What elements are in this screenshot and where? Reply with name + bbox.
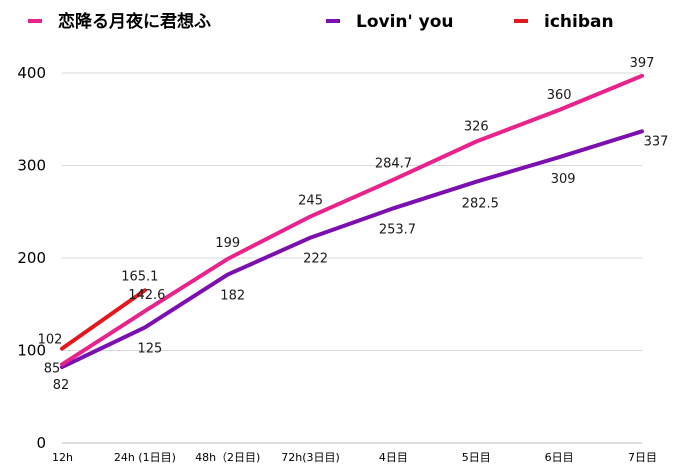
y-tick-label: 400 (17, 64, 46, 82)
x-tick-label: 5日目 (462, 451, 491, 464)
data-label: 360 (547, 88, 572, 103)
y-tick-label: 0 (36, 434, 46, 452)
legend-label-0: 恋降る月夜に君想ふ (58, 11, 211, 32)
data-labels: 85 142.6 199 245 284.7 326 360 397 82 125 182 222 25… (38, 56, 669, 393)
data-label: 82 (53, 378, 70, 393)
data-label: 337 (644, 134, 669, 149)
data-label: 222 (303, 252, 328, 267)
x-tick-label: 7日目 (628, 451, 657, 464)
x-tick-label: 4日目 (379, 451, 408, 464)
gridlines (62, 72, 642, 444)
series-line-1 (60, 129, 644, 370)
data-label: 165.1 (121, 269, 158, 284)
data-label: 199 (215, 236, 240, 251)
series-lines (60, 73, 644, 370)
data-label: 397 (630, 56, 655, 71)
data-label: 253.7 (379, 222, 416, 237)
x-axis: 12h 24h (1日目) 48h（2日目) 72h(3日目) 4日目 5日目 6日目 7日目 (52, 451, 657, 464)
series-line-0 (60, 73, 644, 367)
y-tick-label: 200 (17, 249, 46, 267)
data-label: 245 (298, 193, 323, 208)
data-label: 326 (464, 119, 489, 134)
data-label: 85 (44, 361, 61, 376)
series-line-2 (60, 288, 147, 351)
data-label: 142.6 (128, 288, 165, 303)
data-label: 284.7 (375, 157, 412, 172)
legend-label-1: Lovin' you (356, 12, 454, 32)
data-label: 125 (137, 341, 162, 356)
y-tick-label: 100 (17, 342, 46, 360)
y-axis: 0 100 200 300 400 (17, 64, 46, 452)
data-label: 282.5 (462, 197, 499, 212)
legend: 恋降る月夜に君想ふ Lovin' you ichiban (28, 11, 614, 32)
y-tick-label: 300 (17, 157, 46, 175)
x-tick-label: 48h（2日目) (195, 451, 260, 464)
data-label: 309 (551, 172, 576, 187)
legend-label-2: ichiban (544, 12, 614, 32)
data-label: 102 (38, 333, 63, 348)
x-tick-label: 12h (52, 451, 73, 464)
x-tick-label: 6日目 (545, 451, 574, 464)
x-tick-label: 24h (1日目) (114, 451, 176, 464)
x-tick-label: 72h(3日目) (281, 451, 340, 464)
data-label: 182 (220, 289, 245, 304)
